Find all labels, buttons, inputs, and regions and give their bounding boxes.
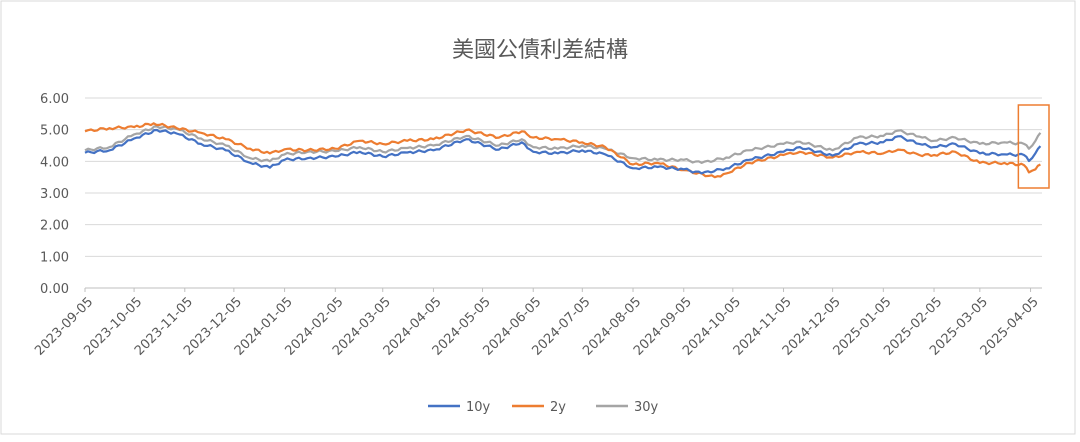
legend-label: 30y [634,400,659,415]
chart-title: 美國公債利差結構 [452,38,628,63]
legend-label: 10y [466,400,491,415]
highlight-box [1017,104,1050,189]
y-tick-label: 5.00 [40,124,69,139]
y-tick-label: 2.00 [40,219,69,234]
y-tick-label: 6.00 [40,92,69,107]
series-lines [84,122,1042,179]
legend-item-10y: 10y [428,400,491,415]
y-tick-label: 0.00 [40,282,69,297]
series-line-2y [84,122,1041,179]
y-tick-label: 1.00 [40,250,69,265]
legend-item-2y: 2y [512,400,566,415]
series-line-30y [84,125,1042,164]
y-tick-label: 4.00 [40,155,69,170]
legend-item-30y: 30y [596,400,659,415]
legend: 10y 2y 30y [428,400,659,415]
series-line-10y [84,128,1042,175]
legend-label: 2y [550,400,566,415]
y-axis-ticks: 0.00 1.00 2.00 3.00 4.00 5.00 6.00 [40,92,69,297]
y-tick-label: 3.00 [40,187,69,202]
